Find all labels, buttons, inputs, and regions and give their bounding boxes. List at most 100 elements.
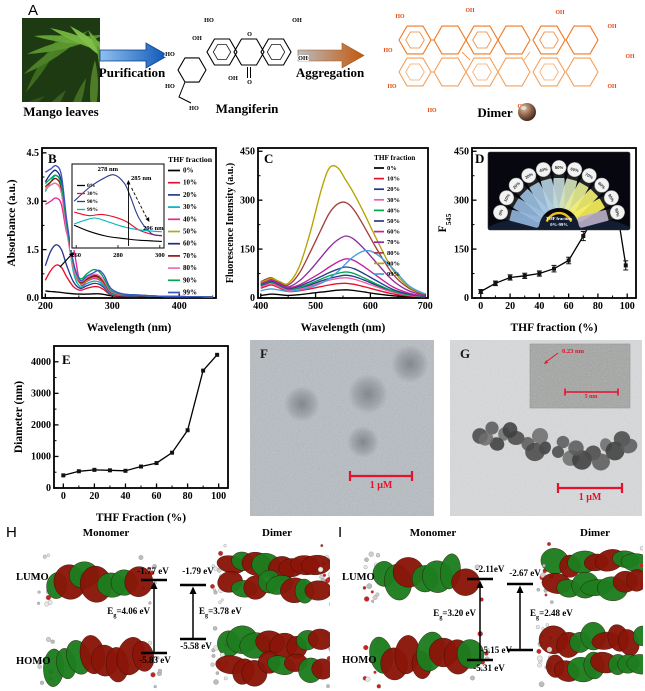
atom-label: HO: [383, 48, 393, 54]
svg-text:70%: 70%: [387, 239, 400, 246]
svg-text:40%: 40%: [183, 215, 197, 223]
svg-text:50%: 50%: [387, 218, 400, 225]
svg-text:700: 700: [418, 301, 433, 312]
nanoparticle: [347, 426, 379, 458]
aggregate-particle: [525, 442, 545, 462]
monomer-title-i: Monomer: [409, 527, 457, 539]
cuvette: 99%: [577, 204, 625, 228]
series-Diameter: [63, 354, 218, 477]
aggregate-particle: [478, 432, 494, 446]
panel-h-label: H: [6, 524, 17, 541]
mango-leaves-caption: Mango leaves: [23, 104, 99, 119]
y-axis: 0 1000 2000 3000 4000: [31, 357, 59, 494]
aggregate-particle: [592, 453, 610, 471]
plot-frame: [41, 147, 217, 299]
uv-inset: 260 280 300 0% 30% 90% 99% 278 nm 285 nm 296 nm: [59, 162, 168, 268]
legend: THF fraction 0% 10% 20% 30% 40% 50% 60% 70% 80% 90…: [168, 155, 213, 297]
h-dimer-homo-orbital: [211, 625, 330, 667]
eg-subscript: g: [439, 614, 443, 621]
scalebar-label-g: 1 μM: [578, 492, 602, 503]
inset-series-90%: [73, 174, 162, 237]
i-dimer-lumo-energy: -2.67 eV: [509, 568, 541, 578]
leaf: [89, 60, 98, 102]
svg-text:40: 40: [534, 301, 544, 312]
data-point: [123, 468, 128, 473]
svg-text:0%: 0%: [183, 167, 194, 175]
data-point: [508, 275, 513, 280]
svg-text:60%: 60%: [387, 229, 400, 236]
homo-label-i: HOMO: [342, 655, 377, 666]
nanoparticle: [284, 386, 320, 422]
svg-text:80%: 80%: [387, 250, 400, 257]
dimer-structure: HOOHOHHOOHOHHOOHHOOH: [382, 7, 636, 115]
h-monomer-energy-ladder: [141, 578, 167, 655]
atom-label: OH: [607, 24, 617, 30]
tem-image-aggregate: [450, 340, 642, 516]
atom-label: OH: [298, 55, 308, 62]
cuvette-label: 60%: [570, 166, 580, 173]
atom-label: OH: [555, 10, 565, 16]
cuvette-label: 40%: [539, 166, 549, 173]
h-monomer-gap: Eg=4.06 eV: [102, 606, 150, 619]
aggregate-particle: [556, 435, 570, 449]
cuvette-label: 0%: [498, 209, 504, 216]
svg-text:4000: 4000: [31, 357, 51, 368]
inset-scalebar-label-g: 5 nm: [584, 394, 598, 400]
x-axis: 0 20 40 60 80 100: [61, 483, 226, 502]
h-dimer-homo-energy: -5.58 eV: [180, 641, 212, 651]
i-monomer-gap: Eg=3.20 eV: [428, 608, 476, 621]
eg-subscript: g: [113, 612, 117, 619]
panel-a-label: A: [28, 2, 39, 19]
svg-text:400: 400: [172, 301, 187, 312]
panel-b-label: B: [48, 151, 57, 166]
cuvette-label: 30%: [524, 171, 534, 180]
annotation-285: 285 nm: [131, 175, 152, 182]
cuvette: 80%: [570, 177, 610, 217]
svg-text:90%: 90%: [87, 199, 98, 205]
svg-text:4.5: 4.5: [27, 148, 40, 159]
svg-text:200: 200: [38, 301, 53, 312]
svg-text:150: 150: [240, 244, 255, 255]
h-dimer-energy-ladder: [180, 583, 206, 641]
svg-text:100: 100: [620, 301, 635, 312]
svg-text:400: 400: [253, 301, 268, 312]
i-dimer-homo-energy: -5.15 eV: [480, 645, 513, 655]
dimer-caption: Dimer: [477, 105, 513, 120]
svg-text:90%: 90%: [183, 276, 197, 284]
svg-text:3.0: 3.0: [27, 196, 40, 207]
svg-text:70%: 70%: [183, 252, 197, 260]
nanoparticle: [391, 345, 429, 383]
cuvette: 20%: [508, 177, 548, 217]
eg-subscript: g: [205, 612, 209, 619]
svg-text:30%: 30%: [387, 197, 400, 204]
panel-d-label: D: [475, 151, 485, 166]
h-dimer-lumo-energy: -1.79 eV: [182, 566, 214, 576]
y-axis: 0 150 300 450: [240, 146, 263, 304]
x-axis-title: THF fraction (%): [510, 322, 597, 334]
panel-c: 400 500 600 700 0 150 300 450 Wavelength (nm) Flu…: [222, 140, 433, 336]
cuvette-fan-inset: 0% 10%20%30% 40% 50% 60% 70%80%90% 99% THF frac…: [487, 151, 631, 231]
aggregate-particle: [485, 421, 499, 435]
eg-subscript: g: [536, 614, 540, 621]
svg-text:10%: 10%: [387, 176, 400, 183]
legend-title: THF fraction: [374, 153, 415, 162]
aggregation-label: Aggregation: [295, 65, 365, 80]
series-10%: [260, 282, 426, 298]
i-monomer-homo-orbital: [362, 631, 490, 689]
series-90%: [260, 165, 426, 295]
atom-label: OH: [228, 75, 238, 82]
h-dimer-homo-orbital: [210, 647, 330, 688]
atom-label: HO: [189, 105, 199, 112]
cuvette-label: 80%: [597, 181, 607, 191]
data-point: [107, 468, 112, 473]
dimer-title-i: Dimer: [580, 527, 610, 539]
leaf: [70, 26, 100, 69]
purification-arrow: [99, 42, 169, 69]
aggregation-arrow: [297, 42, 365, 69]
data-point: [185, 428, 190, 433]
svg-text:90%: 90%: [387, 260, 400, 267]
atom-label: HO: [165, 83, 175, 90]
i-dimer-homo-orbital: [535, 622, 643, 664]
i-dimer-homo-orbital: [536, 646, 643, 688]
